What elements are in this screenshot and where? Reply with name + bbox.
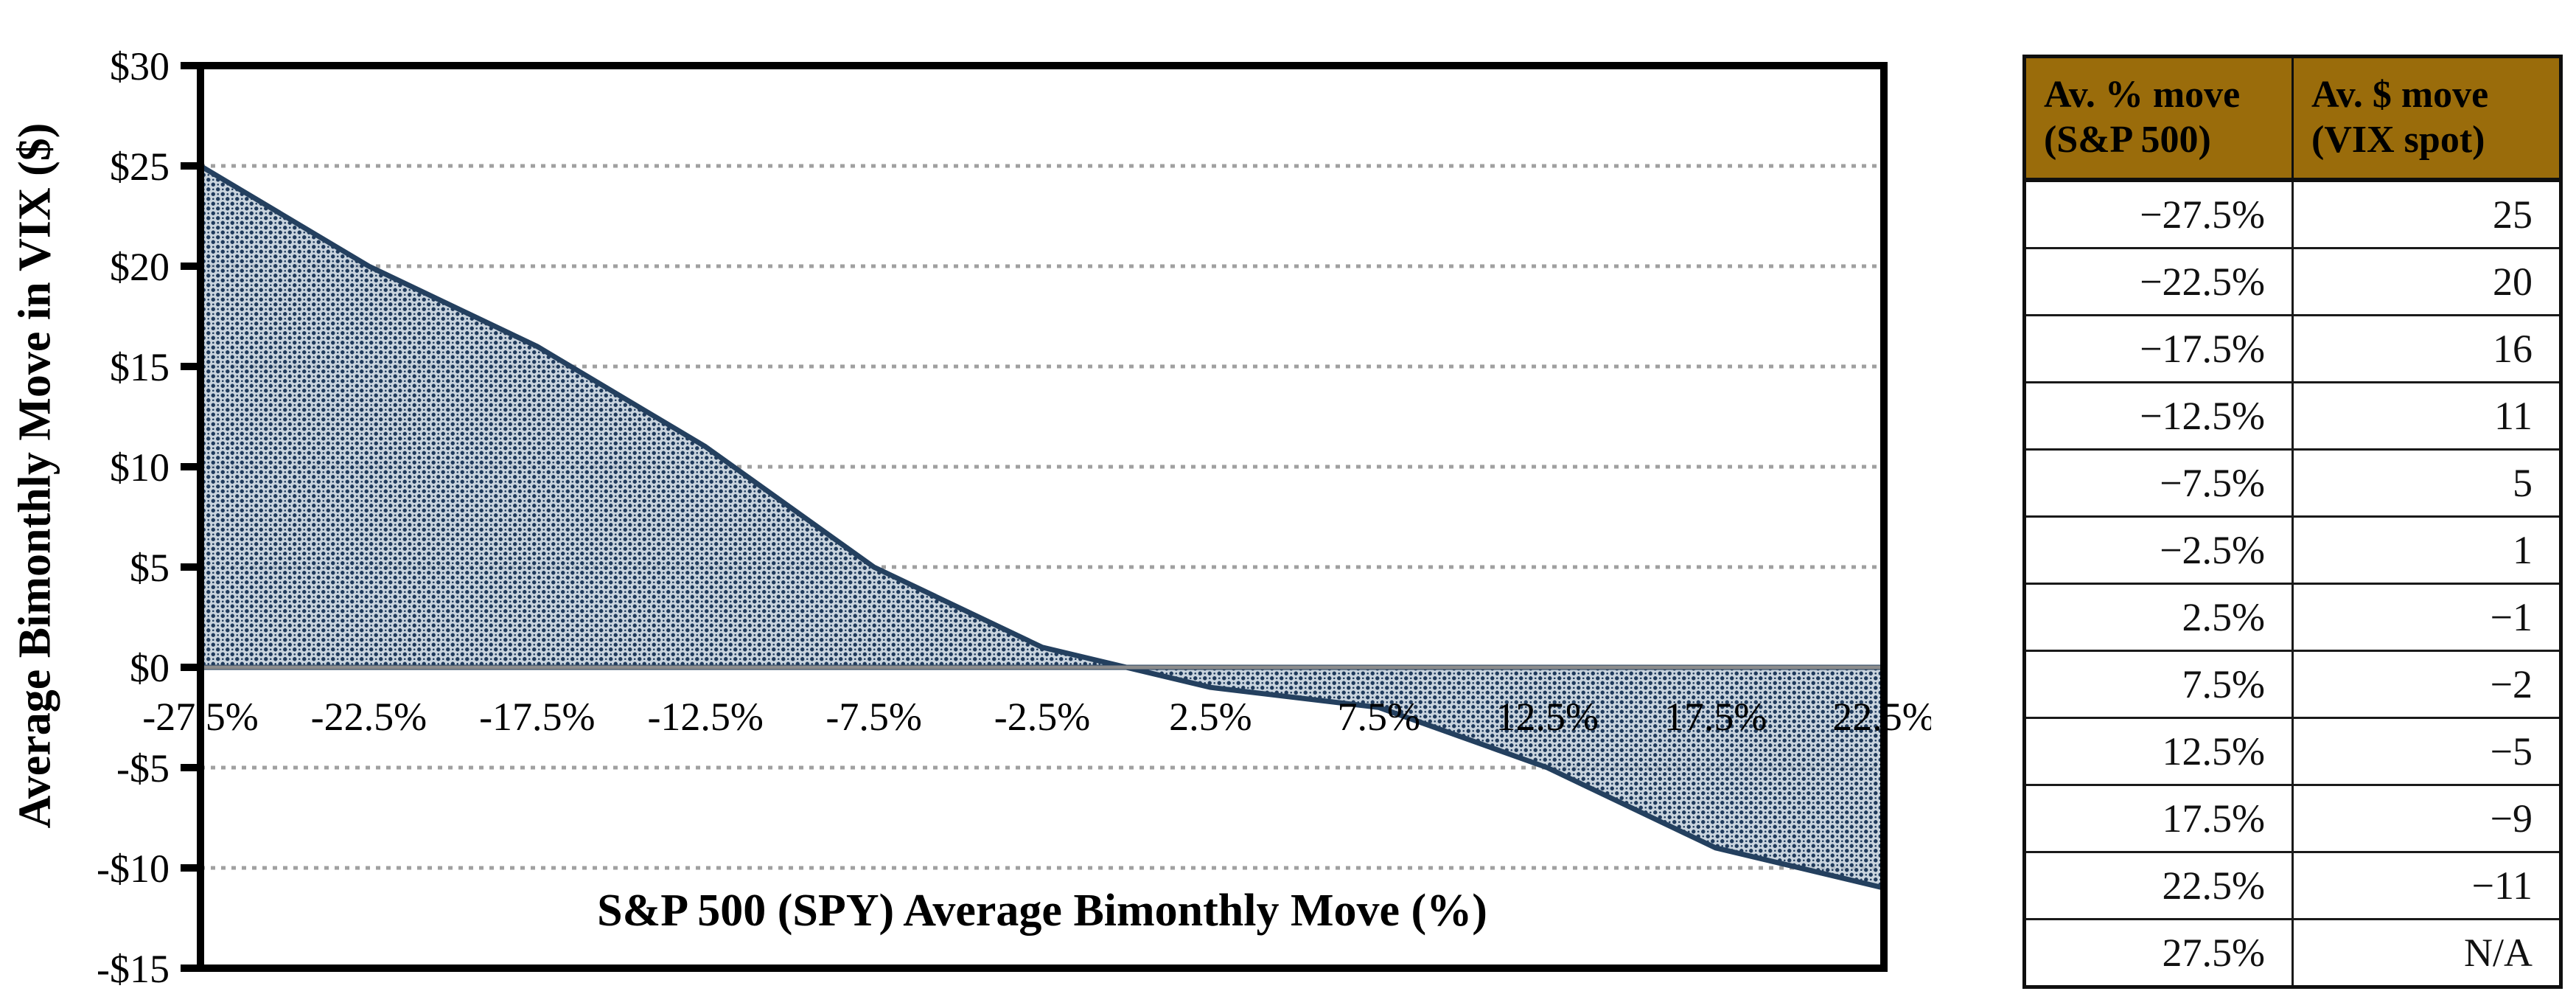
table-row: −7.5% 5 bbox=[2023, 448, 2562, 518]
cell-sp500-pct: −22.5% bbox=[2023, 247, 2294, 316]
x-tick-label: 2.5% bbox=[1169, 695, 1252, 739]
cell-sp500-pct: 7.5% bbox=[2023, 650, 2294, 719]
table-row: 7.5% −2 bbox=[2023, 650, 2562, 719]
x-tick-label: -27.5% bbox=[142, 695, 258, 739]
y-tick-label: -$5 bbox=[116, 746, 170, 790]
table-row: 12.5% −5 bbox=[2023, 717, 2562, 786]
x-tick-label: -22.5% bbox=[311, 695, 427, 739]
col-header-line: Av. % move bbox=[2044, 73, 2241, 116]
x-axis-title: S&P 500 (SPY) Average Bimonthly Move (%) bbox=[597, 886, 1487, 936]
cell-vix-usd: −5 bbox=[2291, 717, 2562, 786]
x-tick-label: -7.5% bbox=[825, 695, 921, 739]
table-header-row: Av. % move (S&P 500) Av. $ move (VIX spo… bbox=[2023, 55, 2562, 182]
y-tick-label: $20 bbox=[110, 245, 170, 289]
table-row: 27.5% N/A bbox=[2023, 918, 2562, 988]
cell-vix-usd: 20 bbox=[2291, 247, 2562, 316]
cell-sp500-pct: 2.5% bbox=[2023, 583, 2294, 652]
y-tick-label: $30 bbox=[110, 44, 170, 88]
x-tick-label: 17.5% bbox=[1664, 695, 1767, 739]
col-header-line: Av. $ move bbox=[2311, 73, 2489, 116]
table-row: −2.5% 1 bbox=[2023, 515, 2562, 585]
y-tick-label: -$10 bbox=[97, 847, 170, 891]
y-tick-label: $0 bbox=[130, 646, 170, 690]
cell-sp500-pct: −2.5% bbox=[2023, 515, 2294, 585]
cell-vix-usd: −2 bbox=[2291, 650, 2562, 719]
vix-move-table: Av. % move (S&P 500) Av. $ move (VIX spo… bbox=[2022, 55, 2563, 989]
x-tick-label: -12.5% bbox=[647, 695, 763, 739]
y-tick-label: $5 bbox=[130, 546, 170, 590]
table-row: 2.5% −1 bbox=[2023, 583, 2562, 652]
cell-sp500-pct: −27.5% bbox=[2023, 178, 2294, 249]
y-tick-label: $25 bbox=[110, 145, 170, 189]
y-tick-label: $15 bbox=[110, 345, 170, 389]
summary-table-container: Av. % move (S&P 500) Av. $ move (VIX spo… bbox=[2022, 55, 2563, 989]
cell-sp500-pct: −7.5% bbox=[2023, 448, 2294, 518]
plot-border bbox=[197, 62, 1888, 972]
area-series-vix-move bbox=[198, 163, 1887, 891]
col-header-vix-usd-move: Av. $ move (VIX spot) bbox=[2291, 55, 2562, 182]
cell-vix-usd: N/A bbox=[2291, 918, 2562, 988]
cell-sp500-pct: 22.5% bbox=[2023, 851, 2294, 920]
cell-vix-usd: 11 bbox=[2291, 381, 2562, 451]
cell-sp500-pct: −12.5% bbox=[2023, 381, 2294, 451]
x-tick-label: -2.5% bbox=[994, 695, 1090, 739]
vix-spy-area-chart: $30 $25 $20 $15 $10 $5 $0 -$5 -$10 -$15 -27.5% -22.… bbox=[97, 44, 1931, 991]
cell-vix-usd: 16 bbox=[2291, 314, 2562, 383]
y-tick-label: $10 bbox=[110, 445, 170, 490]
col-header-line: (VIX spot) bbox=[2311, 119, 2485, 161]
cell-sp500-pct: 12.5% bbox=[2023, 717, 2294, 786]
col-header-sp500-pct-move: Av. % move (S&P 500) bbox=[2023, 55, 2294, 182]
cell-sp500-pct: −17.5% bbox=[2023, 314, 2294, 383]
cell-sp500-pct: 17.5% bbox=[2023, 784, 2294, 853]
cell-vix-usd: −9 bbox=[2291, 784, 2562, 853]
x-tick-label: -17.5% bbox=[479, 695, 595, 739]
table-row: −22.5% 20 bbox=[2023, 247, 2562, 316]
table-row: −12.5% 11 bbox=[2023, 381, 2562, 451]
cell-vix-usd: 25 bbox=[2291, 178, 2562, 249]
cell-vix-usd: −11 bbox=[2291, 851, 2562, 920]
col-header-line: (S&P 500) bbox=[2044, 119, 2211, 161]
x-tick-label: 7.5% bbox=[1338, 695, 1420, 739]
table-row: 22.5% −11 bbox=[2023, 851, 2562, 920]
table-row: −17.5% 16 bbox=[2023, 314, 2562, 383]
x-tick-label: 22.5% bbox=[1832, 695, 1931, 739]
cell-vix-usd: 1 bbox=[2291, 515, 2562, 585]
cell-sp500-pct: 27.5% bbox=[2023, 918, 2294, 988]
table-row: 17.5% −9 bbox=[2023, 784, 2562, 853]
x-tick-label: 12.5% bbox=[1495, 695, 1598, 739]
cell-vix-usd: −1 bbox=[2291, 583, 2562, 652]
table-row: −27.5% 25 bbox=[2023, 178, 2562, 249]
y-tick-label: -$15 bbox=[97, 947, 170, 991]
cell-vix-usd: 5 bbox=[2291, 448, 2562, 518]
